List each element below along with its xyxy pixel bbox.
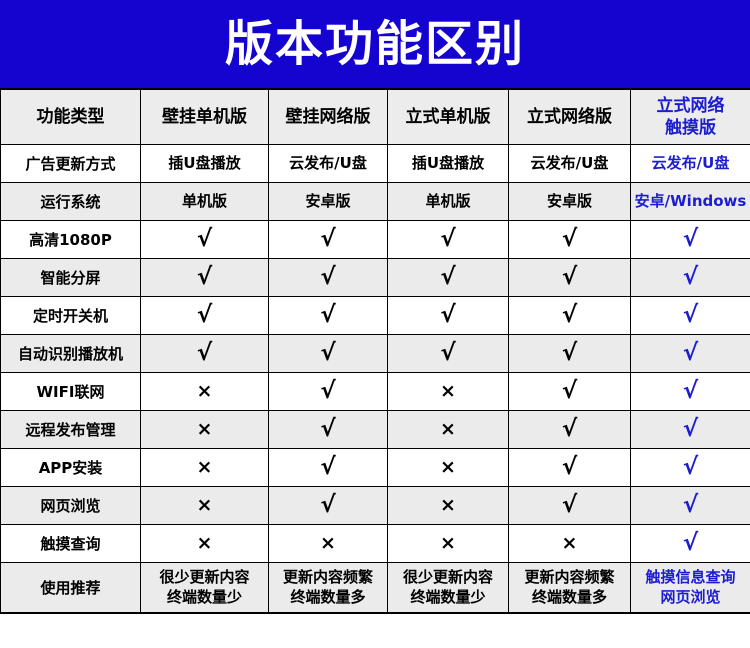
feature-cell: 更新内容频繁 终端数量多	[268, 562, 388, 613]
cross-mark-icon: ×	[387, 410, 509, 449]
feature-cell: 云发布/U盘	[630, 144, 750, 183]
cross-mark-icon: ×	[387, 524, 509, 563]
column-header-feature-type: 功能类型	[0, 88, 141, 145]
row-label: 运行系统	[0, 182, 141, 221]
table-row-os: 运行系统 单机版 安卓版 单机版 安卓版 安卓/Windows	[0, 182, 750, 221]
check-mark-icon: √	[630, 448, 750, 487]
check-mark-icon: √	[268, 448, 388, 487]
check-mark-icon: √	[508, 220, 631, 259]
feature-cell: 触摸信息查询 网页浏览	[630, 562, 750, 613]
check-mark-icon: √	[387, 296, 509, 335]
feature-cell: 云发布/U盘	[508, 144, 631, 183]
feature-cell: 很少更新内容 终端数量少	[387, 562, 509, 613]
row-label: 网页浏览	[0, 486, 141, 525]
row-label: 广告更新方式	[0, 144, 141, 183]
feature-cell: 插U盘播放	[140, 144, 269, 183]
feature-cell: 很少更新内容 终端数量少	[140, 562, 269, 613]
row-label: 自动识别播放机	[0, 334, 141, 373]
cross-mark-icon: ×	[140, 524, 269, 563]
check-mark-icon: √	[630, 220, 750, 259]
cross-mark-icon: ×	[387, 486, 509, 525]
check-mark-icon: √	[630, 334, 750, 373]
check-mark-icon: √	[508, 372, 631, 411]
feature-cell: 安卓版	[268, 182, 388, 221]
feature-cell: 单机版	[387, 182, 509, 221]
check-mark-icon: √	[387, 258, 509, 297]
cross-mark-icon: ×	[387, 448, 509, 487]
row-label: 远程发布管理	[0, 410, 141, 449]
check-mark-icon: √	[268, 334, 388, 373]
table-row-web-browse: 网页浏览 × √ × √ √	[0, 486, 750, 525]
feature-cell: 更新内容频繁 终端数量多	[508, 562, 631, 613]
check-mark-icon: √	[268, 410, 388, 449]
column-header-wallmount-standalone: 壁挂单机版	[140, 88, 269, 145]
check-mark-icon: √	[268, 220, 388, 259]
cross-mark-icon: ×	[140, 486, 269, 525]
feature-cell: 安卓版	[508, 182, 631, 221]
row-label: APP安装	[0, 448, 141, 487]
table-row-recommendation: 使用推荐 很少更新内容 终端数量少 更新内容频繁 终端数量多 很少更新内容 终端…	[0, 562, 750, 613]
column-header-floor-standalone: 立式单机版	[387, 88, 509, 145]
feature-cell: 云发布/U盘	[268, 144, 388, 183]
feature-cell: 安卓/Windows	[630, 182, 750, 221]
feature-cell: 插U盘播放	[387, 144, 509, 183]
header-row: 功能类型 壁挂单机版 壁挂网络版 立式单机版 立式网络版 立式网络 触摸版	[0, 88, 750, 145]
row-label: 定时开关机	[0, 296, 141, 335]
table-row-remote-publish: 远程发布管理 × √ × √ √	[0, 410, 750, 449]
table-row-1080p: 高清1080P √ √ √ √ √	[0, 220, 750, 259]
check-mark-icon: √	[630, 486, 750, 525]
cross-mark-icon: ×	[140, 448, 269, 487]
row-label: 智能分屏	[0, 258, 141, 297]
check-mark-icon: √	[387, 334, 509, 373]
check-mark-icon: √	[508, 296, 631, 335]
check-mark-icon: √	[630, 258, 750, 297]
check-mark-icon: √	[508, 448, 631, 487]
check-mark-icon: √	[508, 334, 631, 373]
check-mark-icon: √	[268, 296, 388, 335]
check-mark-icon: √	[140, 334, 269, 373]
check-mark-icon: √	[630, 524, 750, 563]
check-mark-icon: √	[508, 258, 631, 297]
table-row-app-install: APP安装 × √ × √ √	[0, 448, 750, 487]
feature-cell: 单机版	[140, 182, 269, 221]
table-row-timer-switch: 定时开关机 √ √ √ √ √	[0, 296, 750, 335]
page-title: 版本功能区别	[224, 16, 525, 72]
row-label: 触摸查询	[0, 524, 141, 563]
cross-mark-icon: ×	[387, 372, 509, 411]
check-mark-icon: √	[630, 296, 750, 335]
check-mark-icon: √	[630, 410, 750, 449]
check-mark-icon: √	[630, 372, 750, 411]
check-mark-icon: √	[268, 486, 388, 525]
row-label: WIFI联网	[0, 372, 141, 411]
comparison-table: 功能类型 壁挂单机版 壁挂网络版 立式单机版 立式网络版 立式网络 触摸版 广告…	[0, 88, 750, 614]
cross-mark-icon: ×	[140, 372, 269, 411]
row-label: 使用推荐	[0, 562, 141, 613]
check-mark-icon: √	[140, 220, 269, 259]
table-row-ad-update: 广告更新方式 插U盘播放 云发布/U盘 插U盘播放 云发布/U盘 云发布/U盘	[0, 144, 750, 183]
table-row-split-screen: 智能分屏 √ √ √ √ √	[0, 258, 750, 297]
cross-mark-icon: ×	[508, 524, 631, 563]
title-banner: 版本功能区别	[0, 0, 750, 88]
check-mark-icon: √	[508, 410, 631, 449]
check-mark-icon: √	[140, 258, 269, 297]
table-row-touch-query: 触摸查询 × × × × √	[0, 524, 750, 563]
check-mark-icon: √	[268, 372, 388, 411]
column-header-floor-network-touch: 立式网络 触摸版	[630, 88, 750, 145]
table-row-auto-play: 自动识别播放机 √ √ √ √ √	[0, 334, 750, 373]
check-mark-icon: √	[268, 258, 388, 297]
check-mark-icon: √	[140, 296, 269, 335]
cross-mark-icon: ×	[268, 524, 388, 563]
check-mark-icon: √	[387, 220, 509, 259]
table-row-wifi: WIFI联网 × √ × √ √	[0, 372, 750, 411]
check-mark-icon: √	[508, 486, 631, 525]
cross-mark-icon: ×	[140, 410, 269, 449]
column-header-wallmount-network: 壁挂网络版	[268, 88, 388, 145]
column-header-floor-network: 立式网络版	[508, 88, 631, 145]
row-label: 高清1080P	[0, 220, 141, 259]
